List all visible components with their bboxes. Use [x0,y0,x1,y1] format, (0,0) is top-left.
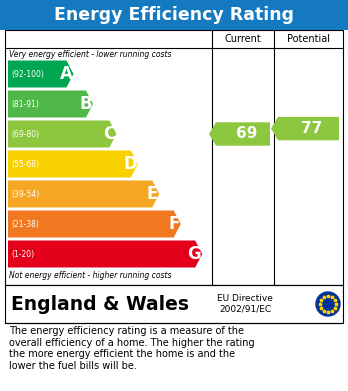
Text: (92-100): (92-100) [11,70,44,79]
Polygon shape [8,120,116,147]
Text: D: D [123,155,137,173]
Bar [5,30,343,285]
Text: E: E [147,185,158,203]
Text: B: B [79,95,92,113]
Bar [0,0,348,30]
Text: G: G [188,245,201,263]
Text: (69-80): (69-80) [11,129,39,138]
Text: A: A [60,65,72,83]
Text: 77: 77 [301,121,323,136]
Text: Not energy efficient - higher running costs: Not energy efficient - higher running co… [9,271,172,280]
Text: Energy Efficiency Rating: Energy Efficiency Rating [54,6,294,24]
Text: (39-54): (39-54) [11,190,39,199]
Polygon shape [8,151,138,178]
Text: Current: Current [224,34,261,44]
Text: F: F [168,215,180,233]
Polygon shape [8,61,73,88]
Text: Potential: Potential [287,34,330,44]
Text: (21-38): (21-38) [11,219,39,228]
Polygon shape [8,181,159,208]
Text: EU Directive
2002/91/EC: EU Directive 2002/91/EC [217,294,273,314]
Text: Very energy efficient - lower running costs: Very energy efficient - lower running co… [9,50,172,59]
Text: C: C [103,125,116,143]
Polygon shape [8,90,93,118]
Polygon shape [209,122,270,146]
Text: The energy efficiency rating is a measure of the
overall efficiency of a home. T: The energy efficiency rating is a measur… [9,326,255,371]
Polygon shape [271,117,339,140]
Circle shape [316,292,340,316]
Polygon shape [8,240,202,267]
Text: (1-20): (1-20) [11,249,34,258]
Text: 69: 69 [236,127,257,142]
Text: (55-68): (55-68) [11,160,39,169]
Text: (81-91): (81-91) [11,99,39,108]
Text: England & Wales: England & Wales [11,294,189,314]
Polygon shape [8,210,181,237]
Bar [5,285,343,323]
